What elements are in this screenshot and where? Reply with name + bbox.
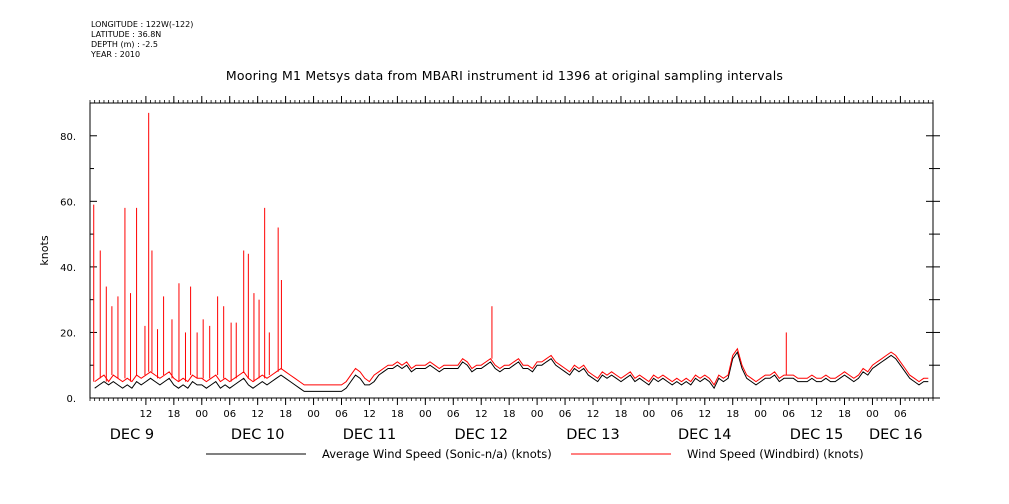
x-tick-label: 06 (894, 409, 907, 420)
y-tick-label: 60. (60, 197, 76, 208)
x-tick-label: 18 (503, 409, 516, 420)
x-tick-label: 12 (810, 409, 823, 420)
series-line-average-wind-speed (94, 350, 929, 392)
x-tick-label: 00 (307, 409, 320, 420)
axis-ticks (89, 96, 940, 405)
x-day-label: DEC 9 (110, 427, 154, 443)
x-tick-label: 00 (643, 409, 656, 420)
y-tick-label: 40. (60, 263, 76, 274)
x-day-label: DEC 12 (454, 427, 508, 443)
x-tick-label: 18 (279, 409, 292, 420)
legend-black-label: Average Wind Speed (Sonic-n/a) (knots) (322, 447, 552, 461)
x-tick-label: 18 (838, 409, 851, 420)
x-day-label: DEC 11 (343, 427, 397, 443)
x-tick-label: 12 (251, 409, 264, 420)
x-tick-label: 00 (195, 409, 208, 420)
latitude-text: LATITUDE : 36.8N (91, 30, 162, 39)
x-tick-label: 06 (335, 409, 348, 420)
x-day-label: DEC 13 (566, 427, 620, 443)
x-tick-label: 12 (698, 409, 711, 420)
x-tick-label: 12 (363, 409, 376, 420)
year-text: YEAR : 2010 (91, 50, 141, 59)
y-tick-label: 0. (66, 394, 76, 405)
x-tick-label: 06 (782, 409, 795, 420)
x-tick-label: 06 (223, 409, 236, 420)
depth-text: DEPTH (m) : -2.5 (91, 40, 158, 49)
x-tick-label: 12 (587, 409, 600, 420)
chart-title: Mooring M1 Metsys data from MBARI instru… (225, 68, 784, 83)
dataset-metadata: LONGITUDE : 122W(-122) LATITUDE : 36.8N … (91, 20, 193, 60)
x-tick-label: 18 (615, 409, 628, 420)
longitude-text: LONGITUDE : 122W(-122) (91, 20, 194, 29)
series-line-windbird-wind-speed (94, 347, 929, 386)
x-day-label: DEC 14 (678, 427, 732, 443)
x-tick-label: 18 (391, 409, 404, 420)
x-tick-label: 18 (167, 409, 180, 420)
x-tick-label: 00 (754, 409, 767, 420)
y-tick-label: 80. (60, 132, 76, 143)
x-tick-label: 06 (670, 409, 683, 420)
legend-red-label: Wind Speed (Windbird) (knots) (687, 447, 864, 461)
x-tick-label: 12 (475, 409, 488, 420)
axis-labels: 12 18 00 06 12 18 00 06 12 18 00 06 12 18 00 06 12 18 00 06… (38, 132, 922, 443)
x-tick-label: 06 (447, 409, 460, 420)
plot-frame (89, 102, 934, 399)
x-tick-label: 00 (531, 409, 544, 420)
x-day-label: DEC 16 (869, 427, 923, 443)
x-day-label: DEC 10 (231, 427, 285, 443)
series-layer (93, 112, 929, 392)
plot-border (89, 102, 934, 399)
legend: Average Wind Speed (Sonic-n/a) (knots) W… (206, 447, 864, 461)
x-tick-label: 12 (140, 409, 153, 420)
x-tick-label: 00 (419, 409, 432, 420)
x-day-label: DEC 15 (790, 427, 844, 443)
x-tick-label: 18 (726, 409, 739, 420)
x-tick-label: 00 (866, 409, 879, 420)
x-tick-label: 06 (559, 409, 572, 420)
y-axis-label: knots (38, 235, 51, 265)
y-tick-label: 20. (60, 328, 76, 339)
